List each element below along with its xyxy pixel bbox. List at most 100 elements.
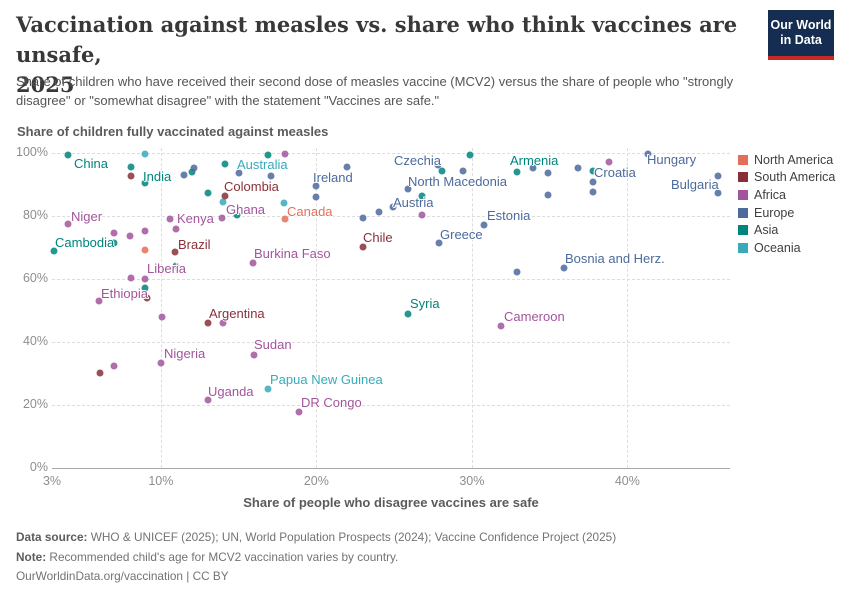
- data-point[interactable]: [375, 208, 383, 216]
- country-label[interactable]: Sudan: [254, 337, 292, 352]
- data-point[interactable]: [219, 319, 227, 327]
- data-point[interactable]: [589, 167, 597, 175]
- data-point[interactable]: [141, 150, 149, 158]
- data-point[interactable]: [359, 214, 367, 222]
- country-label[interactable]: Ireland: [313, 170, 353, 185]
- country-label[interactable]: China: [74, 156, 108, 171]
- data-point[interactable]: [204, 396, 211, 404]
- data-point[interactable]: [574, 164, 582, 172]
- country-label[interactable]: Niger: [71, 209, 103, 224]
- country-label[interactable]: Burkina Faso: [254, 246, 331, 261]
- footer-link[interactable]: OurWorldinData.org/vaccination | CC BY: [16, 569, 229, 583]
- country-label[interactable]: Uganda: [208, 384, 254, 399]
- data-point[interactable]: [264, 385, 272, 393]
- data-point[interactable]: [264, 151, 272, 159]
- data-point[interactable]: [359, 243, 367, 251]
- data-point[interactable]: [110, 239, 118, 247]
- data-point[interactable]: [96, 369, 104, 377]
- data-point[interactable]: [280, 199, 288, 207]
- data-point[interactable]: [714, 172, 722, 180]
- data-point[interactable]: [281, 150, 289, 158]
- data-point[interactable]: [438, 167, 446, 175]
- data-point[interactable]: [418, 211, 426, 219]
- data-point[interactable]: [249, 259, 257, 267]
- country-label[interactable]: Australia: [237, 157, 288, 172]
- country-label[interactable]: Nigeria: [164, 346, 206, 361]
- data-point[interactable]: [127, 274, 135, 282]
- country-label[interactable]: Czechia: [394, 153, 441, 168]
- data-point[interactable]: [141, 179, 149, 187]
- data-point[interactable]: [126, 232, 134, 240]
- data-point[interactable]: [235, 169, 243, 177]
- data-point[interactable]: [589, 178, 597, 186]
- data-point[interactable]: [281, 215, 289, 223]
- data-point[interactable]: [127, 163, 135, 171]
- country-label[interactable]: Ethiopia: [101, 286, 148, 301]
- country-label[interactable]: Bulgaria: [671, 177, 719, 192]
- country-label[interactable]: Canada: [287, 204, 333, 219]
- data-point[interactable]: [95, 297, 103, 305]
- country-label[interactable]: Liberia: [147, 261, 187, 276]
- data-point[interactable]: [497, 322, 505, 330]
- data-point[interactable]: [204, 319, 211, 327]
- country-label[interactable]: Greece: [440, 227, 483, 242]
- data-point[interactable]: [513, 268, 521, 276]
- country-label[interactable]: Estonia: [487, 208, 531, 223]
- data-point[interactable]: [644, 150, 652, 158]
- data-point[interactable]: [389, 203, 397, 211]
- country-label[interactable]: Chile: [363, 230, 393, 245]
- data-point[interactable]: [560, 264, 568, 272]
- country-label[interactable]: Ghana: [226, 202, 266, 217]
- country-label[interactable]: Brazil: [178, 237, 211, 252]
- legend-item-europe[interactable]: Europe: [738, 204, 835, 222]
- country-label[interactable]: Cambodia: [55, 235, 115, 250]
- country-label[interactable]: Hungary: [647, 152, 697, 167]
- legend-item-oceania[interactable]: Oceania: [738, 239, 835, 257]
- legend-item-africa[interactable]: Africa: [738, 186, 835, 204]
- data-point[interactable]: [418, 192, 426, 200]
- data-point[interactable]: [218, 214, 225, 222]
- data-point[interactable]: [171, 248, 179, 256]
- owid-logo[interactable]: Our World in Data: [768, 10, 834, 60]
- data-point[interactable]: [110, 229, 118, 237]
- country-label[interactable]: Kenya: [177, 211, 214, 226]
- country-label[interactable]: Bosnia and Herz.: [565, 251, 665, 266]
- data-point[interactable]: [233, 211, 241, 219]
- data-point[interactable]: [434, 161, 442, 169]
- data-point[interactable]: [172, 225, 180, 233]
- country-label[interactable]: Cameroon: [504, 309, 565, 324]
- data-point[interactable]: [589, 188, 597, 196]
- legend-item-north-america[interactable]: North America: [738, 151, 835, 169]
- data-point[interactable]: [166, 215, 174, 223]
- data-point[interactable]: [221, 192, 229, 200]
- data-point[interactable]: [127, 172, 135, 180]
- data-point[interactable]: [267, 172, 275, 180]
- data-point[interactable]: [172, 262, 180, 270]
- data-point[interactable]: [188, 168, 196, 176]
- country-label[interactable]: Papua New Guinea: [270, 372, 383, 387]
- data-point[interactable]: [404, 185, 412, 193]
- data-point[interactable]: [529, 164, 536, 172]
- data-point[interactable]: [158, 313, 166, 321]
- legend-item-asia[interactable]: Asia: [738, 221, 835, 239]
- data-point[interactable]: [180, 171, 188, 179]
- country-label[interactable]: India: [143, 169, 172, 184]
- data-point[interactable]: [157, 359, 165, 367]
- data-point[interactable]: [513, 168, 521, 176]
- data-point[interactable]: [605, 158, 613, 166]
- data-point[interactable]: [343, 163, 351, 171]
- data-point[interactable]: [404, 310, 412, 318]
- data-point[interactable]: [221, 160, 229, 168]
- legend-item-south-america[interactable]: South America: [738, 169, 835, 187]
- data-point[interactable]: [295, 408, 303, 416]
- data-point[interactable]: [250, 351, 258, 359]
- country-label[interactable]: Colombia: [224, 179, 279, 194]
- data-point[interactable]: [435, 239, 443, 247]
- data-point[interactable]: [64, 151, 72, 159]
- data-point[interactable]: [312, 182, 320, 190]
- data-point[interactable]: [141, 246, 149, 254]
- country-label[interactable]: Syria: [410, 296, 440, 311]
- data-point[interactable]: [141, 227, 149, 235]
- country-label[interactable]: Austria: [393, 195, 434, 210]
- data-point[interactable]: [141, 275, 149, 283]
